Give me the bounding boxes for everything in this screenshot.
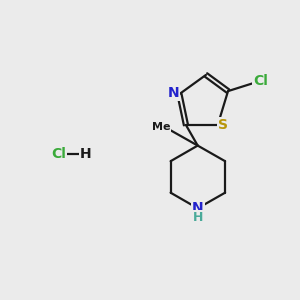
Text: H: H — [80, 147, 92, 161]
Text: N: N — [192, 201, 203, 215]
Text: H: H — [193, 211, 203, 224]
Text: Cl: Cl — [51, 147, 66, 161]
Text: N: N — [168, 85, 179, 100]
Text: Cl: Cl — [253, 74, 268, 88]
Text: S: S — [218, 118, 228, 132]
Text: Me: Me — [152, 122, 170, 132]
